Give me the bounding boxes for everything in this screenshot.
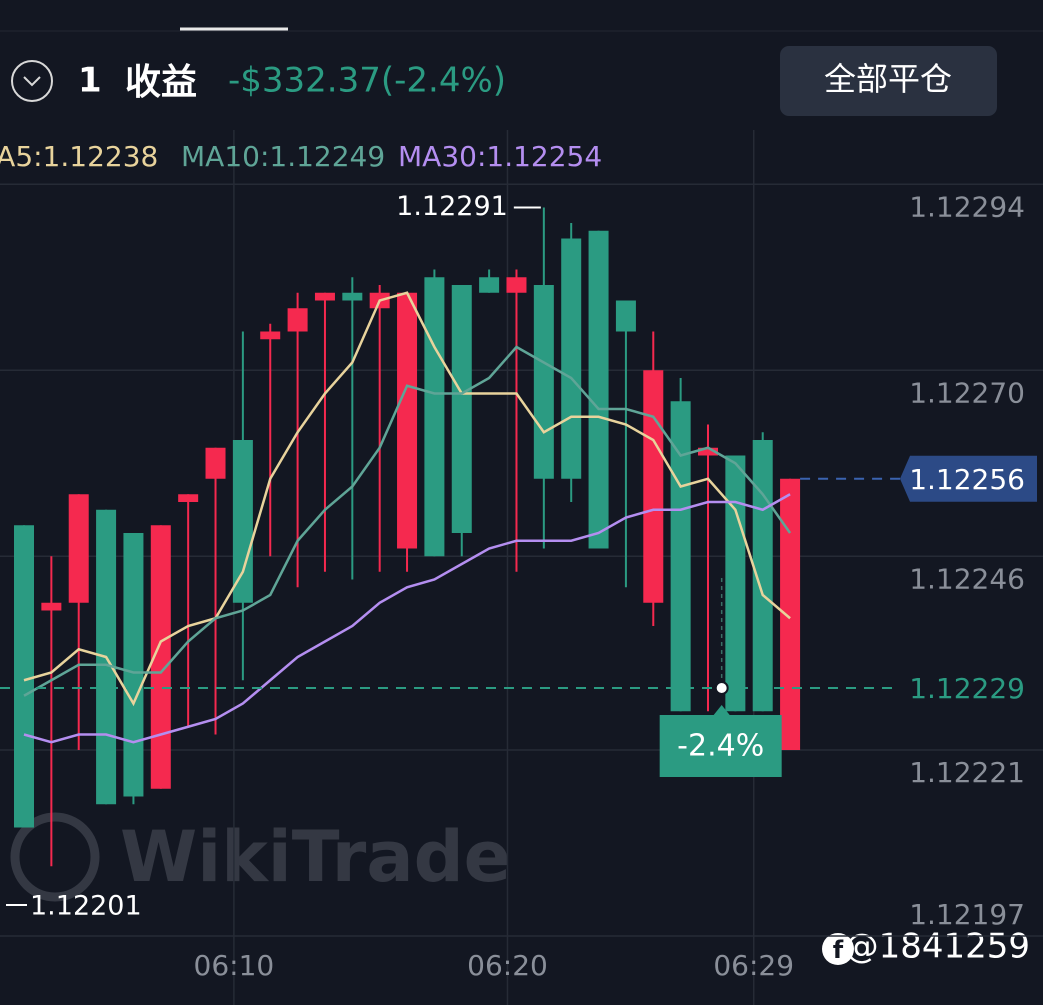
plot: 1.12294 1.12270 1.12246 1.12221 1.12197 06:10… bbox=[0, 130, 1043, 1005]
last-price-tag bbox=[900, 455, 1037, 502]
candle-body bbox=[178, 494, 199, 502]
y-tick-label: 1.12221 bbox=[909, 756, 1025, 789]
candle-body bbox=[725, 455, 746, 712]
close-all-button[interactable]: 全部平仓 bbox=[780, 46, 997, 116]
last-price-label: 1.12256 bbox=[909, 463, 1025, 496]
candle-body bbox=[479, 277, 500, 293]
candle-body bbox=[451, 285, 472, 533]
collapse-toggle[interactable] bbox=[11, 60, 53, 102]
candle-body bbox=[615, 300, 636, 332]
fb-glyph: f bbox=[833, 936, 844, 964]
legend-entry: MA30:1.12254 bbox=[398, 140, 602, 173]
candle-body bbox=[506, 277, 527, 293]
legend-entry: MA5:1.12238 bbox=[0, 140, 158, 173]
candle-body bbox=[424, 277, 445, 557]
y-tick-label: 1.12270 bbox=[909, 376, 1025, 409]
candle-body bbox=[150, 525, 171, 789]
candle-body bbox=[314, 292, 335, 301]
candle-body bbox=[643, 370, 664, 603]
candle-body bbox=[397, 292, 418, 549]
x-tick-label: 06:10 bbox=[194, 949, 275, 982]
position-marker bbox=[714, 681, 729, 695]
position-bubble-label: -2.4% bbox=[677, 729, 764, 764]
candle-body bbox=[260, 331, 281, 340]
y-tick-label: 1.12294 bbox=[909, 190, 1025, 223]
y-tick-label: 1.12246 bbox=[909, 562, 1025, 595]
low-marker-label: 1.12201 bbox=[30, 891, 142, 922]
pnl-label: 收益 bbox=[125, 62, 197, 103]
candle-body bbox=[14, 525, 34, 828]
button-bg bbox=[780, 46, 997, 116]
candle-body bbox=[123, 533, 144, 797]
candle-body bbox=[68, 494, 89, 603]
y-tick-label: 1.12197 bbox=[909, 898, 1025, 931]
candle-body bbox=[342, 292, 363, 301]
handle: f @1841259 bbox=[822, 927, 1030, 967]
chevron bbox=[23, 76, 41, 87]
watermark: WikiTrade bbox=[10, 812, 511, 902]
candle-body bbox=[698, 447, 718, 456]
pnl-value: -$332.37(-2.4%) bbox=[228, 61, 506, 101]
candle-body bbox=[780, 478, 801, 750]
watermark-logo bbox=[10, 812, 100, 902]
candle-body bbox=[41, 602, 62, 611]
fb-icon bbox=[822, 933, 854, 965]
position-price-label: 1.12229 bbox=[909, 672, 1025, 705]
button-label: 全部平仓 bbox=[824, 60, 952, 98]
candle-body bbox=[561, 238, 582, 479]
high-marker-label: 1.12291 bbox=[396, 191, 508, 222]
legend-entry: MA10:1.12249 bbox=[181, 140, 385, 173]
position-count: 1 bbox=[78, 61, 102, 101]
candle-body bbox=[287, 308, 308, 332]
ma-line bbox=[23, 493, 791, 744]
candle-body bbox=[232, 440, 253, 603]
x-tick-label: 06:20 bbox=[467, 949, 548, 982]
x-tick-label: 06:29 bbox=[713, 949, 794, 982]
ma-line bbox=[23, 345, 792, 697]
ma-line bbox=[23, 291, 791, 707]
candle-body bbox=[205, 447, 226, 479]
handle-text: @1841259 bbox=[845, 927, 1030, 967]
toggle-circle bbox=[11, 60, 53, 102]
candle-body bbox=[588, 230, 609, 549]
watermark-text: WikiTrade bbox=[120, 816, 511, 898]
position-bubble bbox=[659, 705, 782, 777]
candle-body bbox=[533, 285, 554, 479]
